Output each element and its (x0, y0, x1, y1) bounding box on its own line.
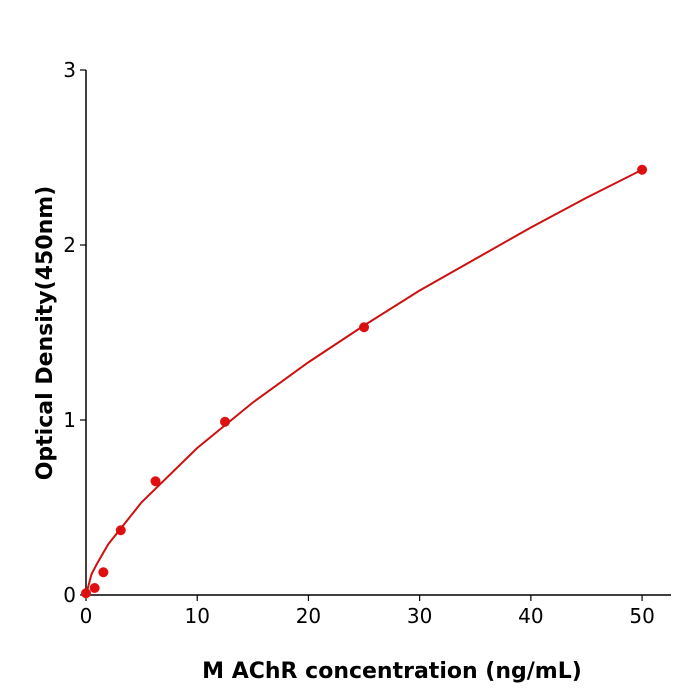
x-axis-label: M AChR concentration (ng/mL) (202, 659, 582, 684)
x-tick-label: 40 (518, 604, 543, 628)
data-point (89, 583, 100, 593)
y-tick-label: 1 (63, 408, 76, 432)
x-tick-label: 20 (296, 604, 321, 628)
x-tick-label: 50 (629, 604, 654, 628)
y-tick-label: 2 (63, 233, 76, 257)
y-tick-label: 3 (63, 58, 76, 82)
y-tick-label: 0 (63, 583, 76, 607)
x-tick-label: 10 (184, 604, 209, 628)
y-axis-label: Optical Density(450nm) (33, 186, 58, 481)
x-tick-label: 30 (407, 604, 432, 628)
x-tick-label: 0 (80, 604, 93, 628)
data-point (150, 476, 161, 487)
fit-curve (85, 168, 643, 596)
data-point (98, 567, 109, 578)
